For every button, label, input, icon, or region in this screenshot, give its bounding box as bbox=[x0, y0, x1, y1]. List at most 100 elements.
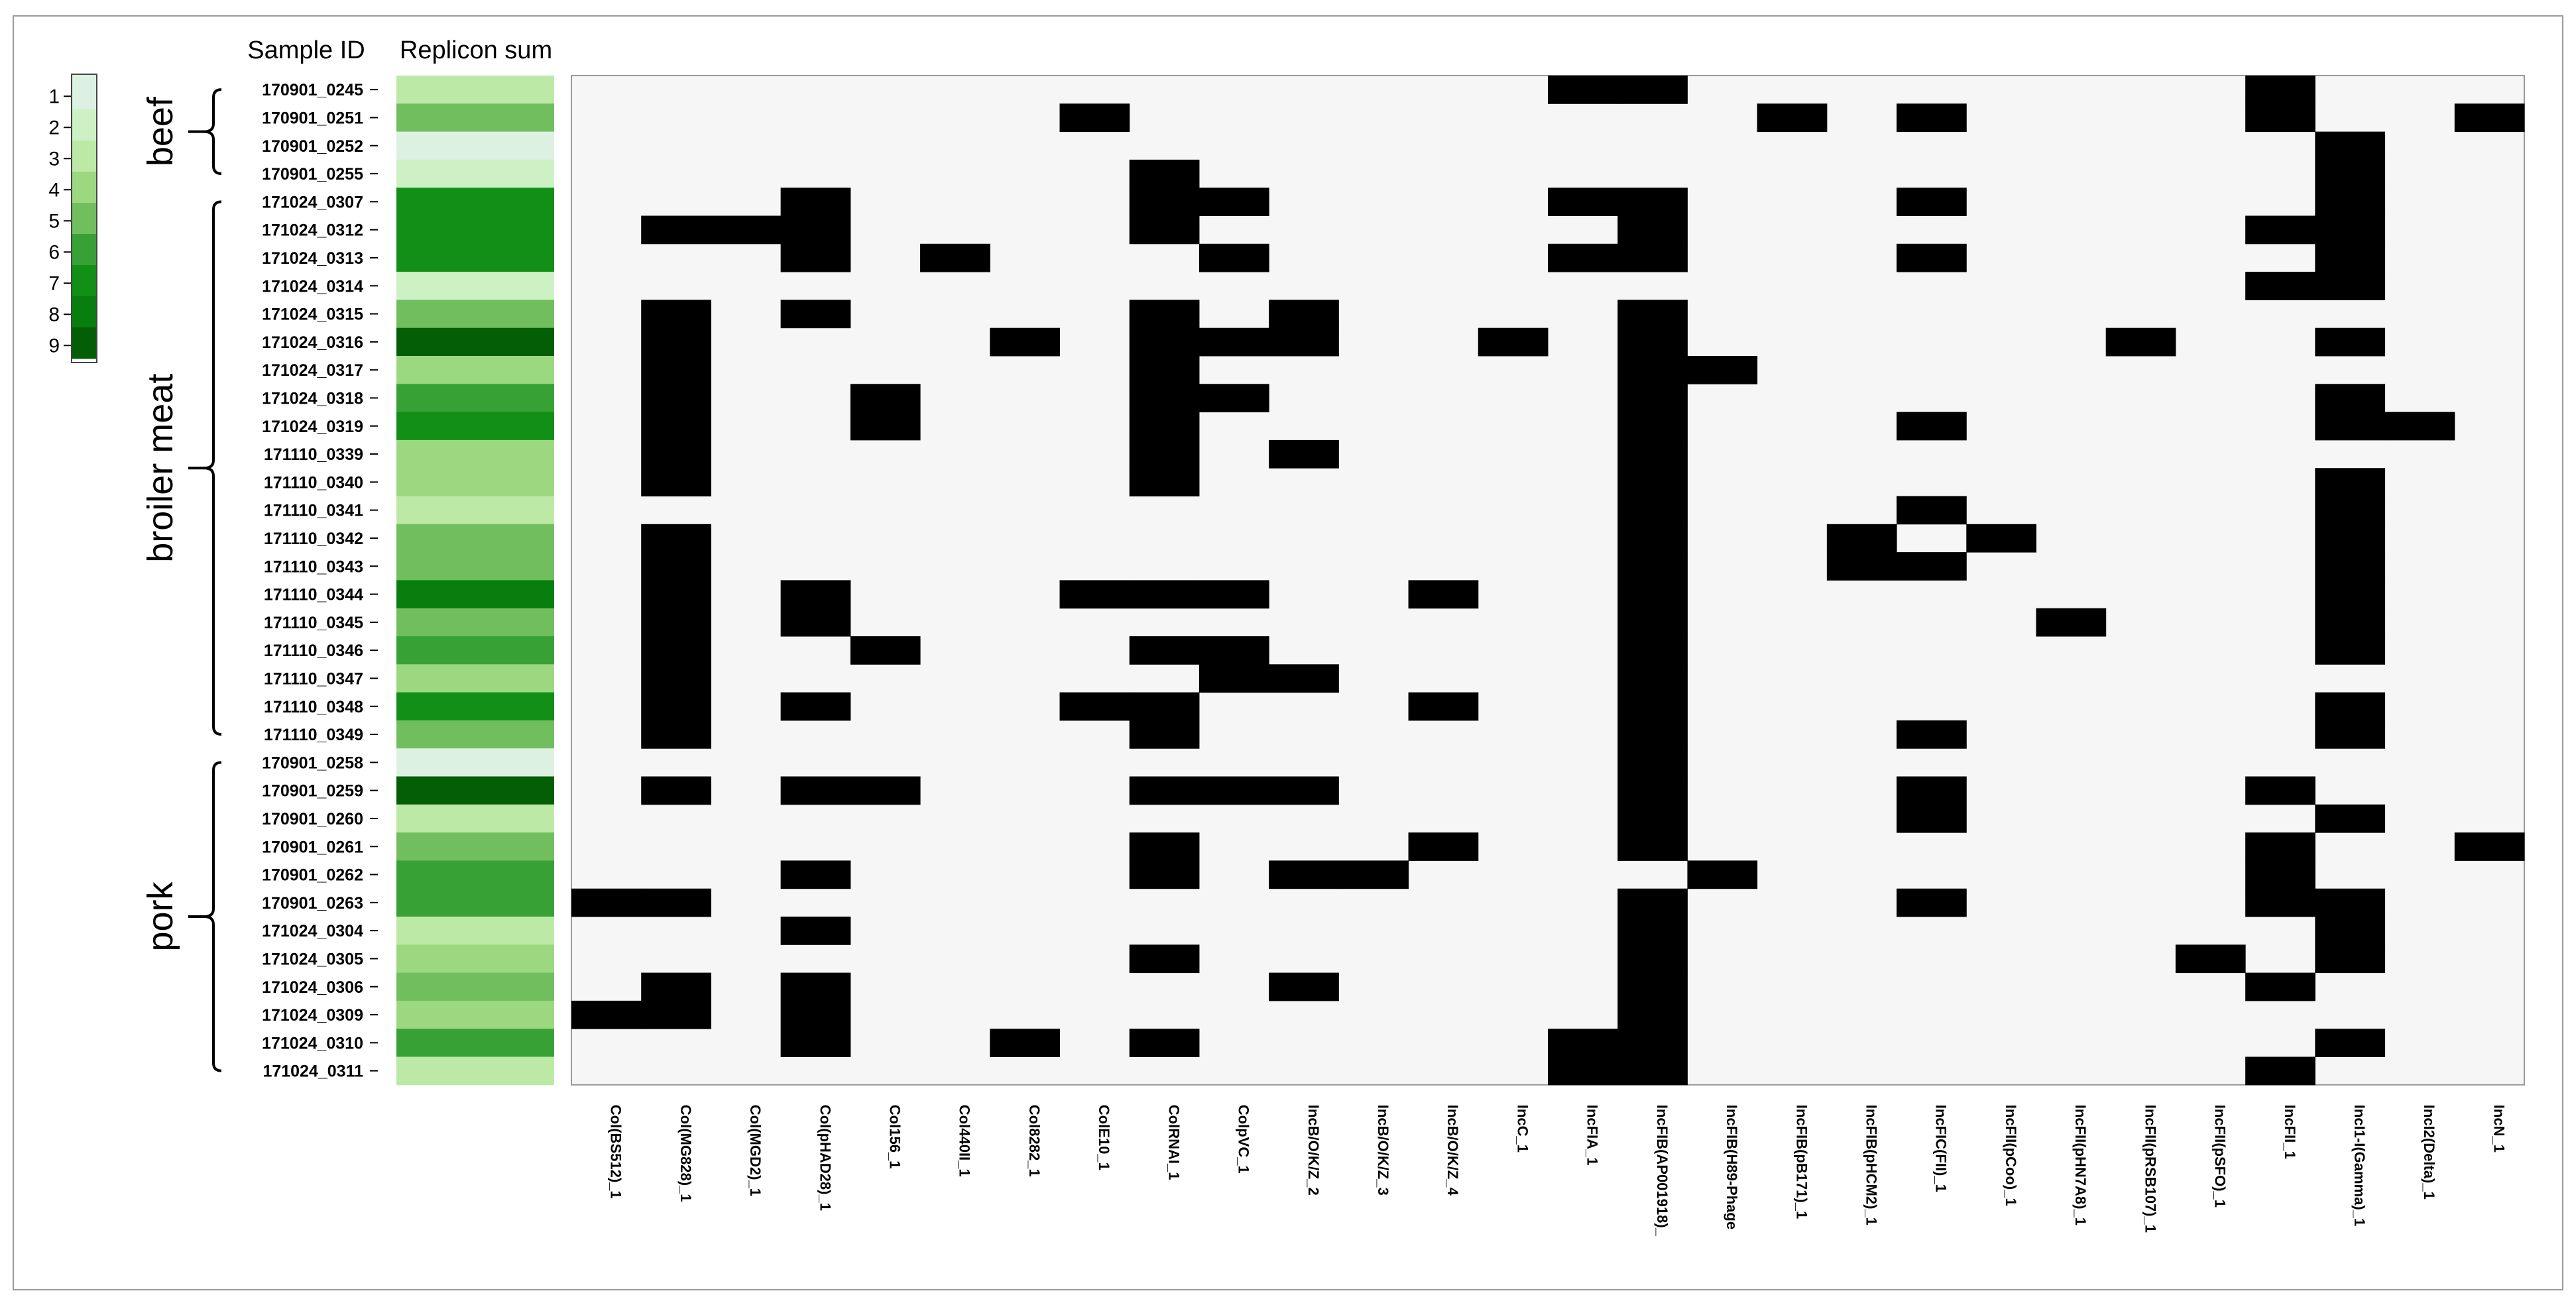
presence-cell bbox=[1129, 860, 1200, 889]
presence-cell bbox=[1059, 580, 1130, 609]
replicon-sum-cell bbox=[396, 327, 554, 357]
presence-cell bbox=[1617, 720, 1688, 749]
presence-cell bbox=[2036, 608, 2107, 637]
sample-id-label: 171110_0344 bbox=[264, 586, 363, 604]
presence-cell bbox=[780, 776, 851, 805]
header-sample-id: Sample ID bbox=[247, 36, 365, 64]
presence-cell bbox=[1897, 188, 1967, 216]
legend-label: 9 bbox=[48, 335, 60, 357]
presence-cell bbox=[2315, 692, 2386, 721]
presence-cell bbox=[2105, 327, 2176, 357]
replicon-label: ColpVC_1 bbox=[1236, 1105, 1252, 1174]
presence-cell bbox=[1269, 300, 1339, 329]
presence-cell bbox=[1478, 327, 1549, 357]
presence-cell bbox=[1617, 888, 1688, 917]
legend-label: 1 bbox=[48, 85, 60, 107]
group-bracket bbox=[204, 88, 222, 176]
replicon-sum-cell bbox=[396, 608, 554, 637]
presence-cell bbox=[2315, 412, 2386, 441]
sample-id-label: 170901_0259 bbox=[262, 782, 363, 801]
presence-cell bbox=[1897, 496, 1967, 525]
replicon-sum-cell bbox=[396, 832, 554, 861]
legend-swatch bbox=[72, 203, 97, 235]
presence-cell bbox=[2245, 776, 2315, 805]
presence-cell bbox=[1617, 580, 1688, 609]
presence-cell bbox=[1199, 243, 1269, 272]
presence-cell bbox=[1269, 860, 1339, 889]
legend-swatch bbox=[72, 109, 97, 141]
presence-cell bbox=[641, 384, 711, 413]
presence-cell bbox=[1269, 664, 1339, 693]
presence-cell bbox=[850, 412, 921, 441]
replicon-sum-cell bbox=[396, 272, 554, 300]
sample-id-label: 171024_0307 bbox=[262, 193, 363, 211]
replicon-sum-cell bbox=[396, 1056, 554, 1086]
replicon-label: IncB/O/K/Z_4 bbox=[1444, 1105, 1461, 1196]
presence-cell bbox=[1617, 608, 1688, 637]
presence-cell bbox=[2315, 608, 2386, 637]
presence-cell bbox=[2245, 215, 2315, 245]
legend-label: 6 bbox=[48, 241, 60, 263]
presence-cell bbox=[1199, 327, 1269, 357]
presence-cell bbox=[2315, 720, 2386, 749]
presence-cell bbox=[1129, 468, 1200, 496]
replicon-sum-cell bbox=[396, 103, 554, 133]
header-replicon-sum: Replicon sum bbox=[400, 36, 552, 64]
sample-id-label: 171110_0349 bbox=[264, 726, 363, 744]
replicon-sum-cell bbox=[396, 944, 554, 974]
replicon-sum-cell bbox=[396, 76, 554, 104]
presence-cell bbox=[2245, 860, 2315, 889]
sample-id-label: 171110_0341 bbox=[264, 502, 363, 520]
presence-matrix bbox=[571, 75, 2525, 1086]
presence-cell bbox=[1966, 524, 2036, 553]
presence-cell bbox=[1897, 804, 1967, 833]
replicon-sum-cell bbox=[396, 692, 554, 721]
presence-cell bbox=[1199, 580, 1269, 609]
replicon-sum-cell bbox=[396, 131, 554, 160]
presence-cell bbox=[1757, 103, 1828, 133]
replicon-sum-cell bbox=[396, 215, 554, 245]
replicon-sum-cell bbox=[396, 412, 554, 441]
presence-cell bbox=[1897, 243, 1967, 272]
replicon-sum-cell bbox=[396, 300, 554, 329]
presence-cell bbox=[1129, 439, 1200, 469]
presence-cell bbox=[2315, 327, 2386, 357]
replicon-label: IncI1-I(Gamma)_1 bbox=[2351, 1105, 2368, 1226]
presence-cell bbox=[780, 1029, 851, 1057]
sample-id-label: 171110_0343 bbox=[264, 557, 363, 576]
presence-cell bbox=[1617, 972, 1688, 1001]
presence-cell bbox=[1617, 76, 1688, 104]
presence-cell bbox=[1617, 552, 1688, 581]
sample-id-label: 171024_0318 bbox=[262, 389, 363, 408]
legend-label: 4 bbox=[48, 179, 60, 201]
sample-id-label: 171110_0348 bbox=[264, 698, 363, 716]
presence-cell bbox=[2454, 832, 2525, 861]
presence-cell bbox=[641, 888, 711, 917]
presence-cell bbox=[1199, 664, 1269, 693]
sample-id-label: 171110_0346 bbox=[264, 642, 363, 660]
legend-swatch bbox=[72, 296, 97, 328]
sample-id-label: 171024_0314 bbox=[262, 277, 363, 296]
sample-id-label: 171024_0306 bbox=[262, 978, 363, 997]
legend-swatch bbox=[72, 141, 97, 172]
sample-id-label: 171110_0347 bbox=[264, 669, 363, 688]
presence-cell bbox=[780, 300, 851, 329]
presence-cell bbox=[1269, 439, 1339, 469]
presence-cell bbox=[2315, 243, 2386, 272]
presence-cell bbox=[1617, 636, 1688, 665]
replicon-sum-cell bbox=[396, 804, 554, 833]
presence-cell bbox=[2315, 384, 2386, 413]
presence-cell bbox=[780, 243, 851, 272]
replicon-sum-cell bbox=[396, 159, 554, 188]
legend-swatch bbox=[72, 78, 97, 110]
presence-cell bbox=[641, 692, 711, 721]
replicon-label: IncN_1 bbox=[2490, 1105, 2507, 1153]
sample-id-label: 170901_0252 bbox=[262, 137, 363, 156]
presence-cell bbox=[1129, 300, 1200, 329]
sample-id-label: 170901_0260 bbox=[262, 810, 363, 828]
presence-cell bbox=[2315, 468, 2386, 496]
presence-cell bbox=[1617, 439, 1688, 469]
replicon-label: IncC_1 bbox=[1514, 1105, 1531, 1153]
presence-cell bbox=[1548, 1029, 1618, 1057]
